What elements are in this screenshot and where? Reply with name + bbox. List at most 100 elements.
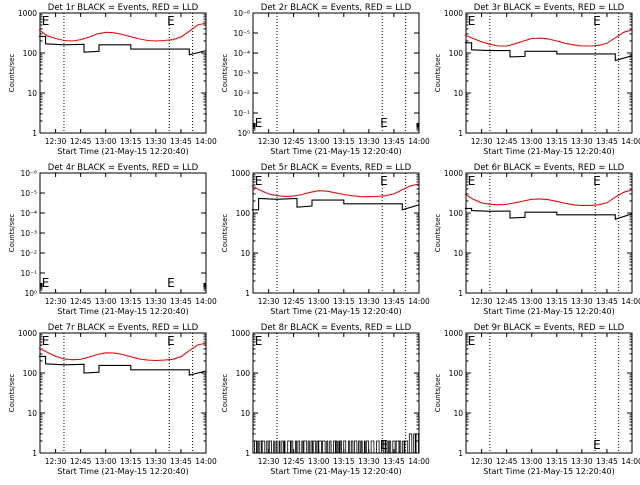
x-tick-label: 13:45 xyxy=(596,457,618,466)
panel-det-2: Det 2r BLACK = Events, RED = LLD Start Ti… xyxy=(221,3,430,156)
x-tick-label: 13:15 xyxy=(120,297,142,306)
x-tick-label: 12:30 xyxy=(45,297,67,306)
x-tick-label: 13:00 xyxy=(95,457,117,466)
y-axis-label: Counts/sec xyxy=(8,54,16,93)
panel-det-4: Det 4r BLACK = Events, RED = LLD Start Ti… xyxy=(8,163,217,316)
y-tick-label: 10 xyxy=(240,409,250,418)
y-tick-label: 1 xyxy=(458,449,463,458)
x-tick-label: 12:45 xyxy=(283,297,305,306)
series-red xyxy=(464,29,633,47)
e-marker: E xyxy=(167,276,175,290)
x-tick-label: 13:15 xyxy=(333,137,355,146)
e-marker: E xyxy=(42,334,50,348)
y-tick-label: 10⁻⁶ xyxy=(233,9,250,18)
y-axis-label: Counts/sec xyxy=(8,374,16,413)
y-axis-label: Counts/sec xyxy=(434,54,442,93)
e-marker: E xyxy=(593,438,601,452)
x-tick-label: 13:00 xyxy=(308,297,330,306)
plot-frame xyxy=(465,332,633,454)
x-tick-label: 13:45 xyxy=(170,297,192,306)
x-tick-label: 13:45 xyxy=(170,457,192,466)
x-tick-label: 12:45 xyxy=(283,457,305,466)
x-tick-label: 14:00 xyxy=(621,137,640,146)
y-tick-label: 10⁻³ xyxy=(233,69,250,78)
x-tick-label: 13:15 xyxy=(333,297,355,306)
x-tick-label: 13:15 xyxy=(546,457,568,466)
x-tick-label: 13:45 xyxy=(596,297,618,306)
panel-title: Det 4r BLACK = Events, RED = LLD xyxy=(48,163,199,173)
x-axis-label: Start Time (21-May-15 12:20:40) xyxy=(270,467,401,476)
series-black xyxy=(251,197,420,211)
plot-frame xyxy=(252,12,420,134)
y-tick-label: 10 xyxy=(453,409,463,418)
panel-det-8: Det 8r BLACK = Events, RED = LLD Start Ti… xyxy=(221,323,430,476)
y-tick-label: 1000 xyxy=(18,9,37,18)
y-tick-label: 1 xyxy=(245,449,250,458)
x-tick-label: 13:15 xyxy=(333,457,355,466)
e-marker: E xyxy=(255,334,263,348)
y-tick-label: 10⁻¹ xyxy=(20,269,37,278)
x-tick-label: 12:30 xyxy=(45,457,67,466)
y-tick-label: 1 xyxy=(32,129,37,138)
e-marker: E xyxy=(380,438,388,452)
panel-title: Det 8r BLACK = Events, RED = LLD xyxy=(261,323,412,333)
y-axis-label: Counts/sec xyxy=(434,374,442,413)
e-marker: E xyxy=(167,334,175,348)
plot-frame xyxy=(39,172,207,294)
e-marker: E xyxy=(167,14,175,28)
x-tick-label: 12:45 xyxy=(70,297,92,306)
e-marker: E xyxy=(42,276,50,290)
x-tick-label: 14:00 xyxy=(621,457,640,466)
y-tick-label: 10⁻² xyxy=(20,249,37,258)
x-tick-label: 14:00 xyxy=(408,457,430,466)
x-tick-label: 13:30 xyxy=(358,457,380,466)
x-tick-label: 13:15 xyxy=(546,297,568,306)
y-tick-label: 1000 xyxy=(444,9,463,18)
panel-title: Det 1r BLACK = Events, RED = LLD xyxy=(48,3,199,13)
e-marker: E xyxy=(380,116,388,130)
y-tick-label: 1000 xyxy=(231,329,250,338)
y-tick-label: 10⁻⁴ xyxy=(233,49,250,58)
y-tick-label: 10 xyxy=(240,249,250,258)
y-tick-label: 10 xyxy=(27,89,37,98)
panel-title: Det 7r BLACK = Events, RED = LLD xyxy=(48,323,199,333)
plot-frame xyxy=(252,172,420,294)
panel-det-1: Det 1r BLACK = Events, RED = LLD Start Ti… xyxy=(8,3,217,156)
panel-det-7: Det 7r BLACK = Events, RED = LLD Start Ti… xyxy=(8,323,217,476)
y-tick-label: 100 xyxy=(23,369,38,378)
x-tick-label: 13:00 xyxy=(308,137,330,146)
e-marker: E xyxy=(593,14,601,28)
x-tick-label: 12:30 xyxy=(258,137,280,146)
x-tick-label: 13:45 xyxy=(383,457,405,466)
panel-det-3: Det 3r BLACK = Events, RED = LLD Start Ti… xyxy=(434,3,640,156)
x-tick-label: 13:45 xyxy=(383,297,405,306)
y-tick-label: 100 xyxy=(236,369,251,378)
x-tick-label: 13:00 xyxy=(95,137,117,146)
x-tick-label: 12:45 xyxy=(283,137,305,146)
x-tick-label: 13:00 xyxy=(95,297,117,306)
e-marker: E xyxy=(380,174,388,188)
series-red xyxy=(464,189,633,206)
x-tick-label: 12:30 xyxy=(471,457,493,466)
x-tick-label: 12:45 xyxy=(70,457,92,466)
y-tick-label: 10⁻³ xyxy=(20,229,37,238)
y-tick-label: 1000 xyxy=(18,329,37,338)
x-tick-label: 14:00 xyxy=(408,137,430,146)
y-tick-label: 100 xyxy=(449,369,464,378)
series-black-noise xyxy=(253,433,420,454)
x-tick-label: 13:00 xyxy=(521,137,543,146)
x-tick-label: 12:30 xyxy=(258,297,280,306)
e-marker: E xyxy=(468,174,476,188)
x-tick-label: 14:00 xyxy=(621,297,640,306)
y-tick-label: 10⁻¹ xyxy=(233,109,250,118)
x-axis-label: Start Time (21-May-15 12:20:40) xyxy=(483,307,614,316)
plot-frame xyxy=(465,12,633,134)
y-tick-label: 10⁻⁴ xyxy=(20,209,37,218)
y-tick-label: 10⁻⁵ xyxy=(233,29,250,38)
plot-frame xyxy=(252,332,420,454)
x-tick-label: 13:45 xyxy=(383,137,405,146)
x-tick-label: 13:00 xyxy=(521,297,543,306)
y-tick-label: 1 xyxy=(458,129,463,138)
e-marker: E xyxy=(468,334,476,348)
